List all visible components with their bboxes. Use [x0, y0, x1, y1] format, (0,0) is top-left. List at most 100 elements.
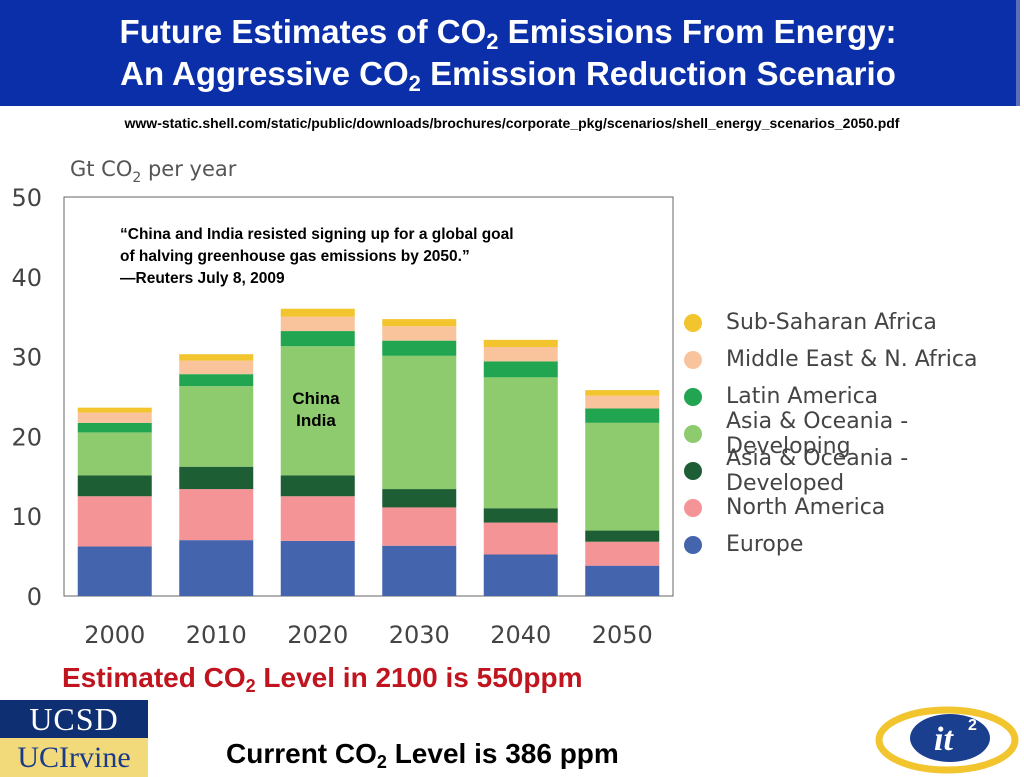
y-tick-label: 0 — [27, 583, 42, 611]
bar-segment — [77, 412, 152, 423]
bar-segment — [585, 408, 660, 423]
bar-segment — [280, 475, 355, 497]
bar-segment — [483, 347, 558, 362]
legend-item: Latin America — [684, 378, 1024, 415]
y-tick-label: 10 — [11, 503, 42, 531]
legend-label: Asia & Oceania - Developed — [726, 445, 909, 496]
estimate-subscript: 2 — [245, 676, 256, 696]
bar-segment — [77, 407, 152, 413]
y-tick-label: 20 — [11, 423, 42, 451]
bar-segment — [77, 422, 152, 433]
current-rest: Level is 386 ppm — [386, 738, 619, 769]
bar-segment — [483, 508, 558, 523]
estimate-text: Estimated CO — [62, 662, 246, 693]
title-line-2-rest: Emission Reduction Scenario — [420, 55, 896, 92]
title-line-1-rest: Emissions From Energy: — [498, 13, 897, 50]
legend-label: Asia & Oceania - Developing — [726, 408, 909, 459]
legend-swatch — [684, 498, 702, 517]
y-tick-label: 40 — [11, 264, 42, 292]
legend-label: Europe — [726, 532, 804, 557]
legend-label: North America — [726, 495, 886, 520]
legend-swatch — [684, 535, 702, 554]
bar-segment — [483, 522, 558, 555]
legend-item: Sub-Saharan Africa — [684, 304, 1024, 341]
bar-segment — [382, 319, 457, 327]
x-tick-label: 2000 — [84, 621, 145, 649]
bar-segment — [483, 339, 558, 348]
bar-segment — [483, 361, 558, 378]
bar-segment — [382, 340, 457, 356]
x-tick-label: 2050 — [592, 621, 653, 649]
source-url: www-static.shell.com/static/public/downl… — [124, 115, 900, 131]
callout-china: China — [292, 389, 340, 408]
slide-title: Future Estimates of CO2 Emissions From E… — [0, 0, 1020, 106]
current-text: Current CO — [226, 738, 377, 769]
estimate-rest: Level in 2100 is 550ppm — [255, 662, 583, 693]
bar-segment — [280, 308, 355, 317]
it2-logo-badge — [910, 714, 990, 762]
bar-segment — [280, 540, 355, 596]
quote-box: “China and India resisted signing up for… — [120, 224, 620, 290]
it2-logo-swoosh — [875, 706, 1019, 774]
quote-line-2: of halving greenhouse gas emissions by 2… — [120, 248, 470, 265]
bar-segment — [585, 422, 660, 531]
bar-segment — [77, 546, 152, 596]
bar-segment — [382, 545, 457, 596]
bar-segment — [77, 475, 152, 497]
chart-legend: Sub-Saharan Africa Middle East & N. Afric… — [684, 304, 1024, 563]
it2-logo-superscript: 2 — [968, 717, 977, 734]
bar-segment — [179, 360, 254, 375]
bar-segment — [382, 326, 457, 341]
bar-segment — [280, 331, 355, 347]
bar-segment — [382, 489, 457, 508]
bar-segment — [280, 316, 355, 332]
bar-segment — [77, 496, 152, 547]
title-line-1-text: Future Estimates of CO — [119, 13, 487, 50]
legend-label: Sub-Saharan Africa — [726, 310, 937, 335]
title-line-1: Future Estimates of CO2 Emissions From E… — [0, 11, 1016, 53]
quote-line-3: —Reuters July 8, 2009 — [120, 270, 285, 287]
legend-swatch — [684, 313, 702, 332]
bar-segment — [585, 390, 660, 396]
estimated-co2-level: Estimated CO2 Level in 2100 is 550ppm — [62, 662, 583, 696]
legend-item: Europe — [684, 526, 1024, 563]
y-tick-label: 50 — [11, 184, 42, 212]
it2-logo: it 2 — [875, 706, 1019, 774]
bar-segment — [179, 374, 254, 387]
bar-segment — [280, 496, 355, 541]
callout-india: India — [296, 411, 336, 430]
china-india-callout: China India — [276, 388, 356, 432]
legend-label: Latin America — [726, 384, 879, 409]
bar-segment — [382, 507, 457, 546]
bar-segment — [179, 386, 254, 467]
bar-segment — [280, 346, 355, 476]
legend-swatch — [684, 424, 702, 443]
quote-line-1: “China and India resisted signing up for… — [120, 226, 514, 243]
x-tick-label: 2040 — [490, 621, 551, 649]
it2-logo-text: it — [934, 721, 954, 758]
plot-frame — [63, 196, 674, 597]
bar-segment — [585, 530, 660, 542]
title-line-2-subscript: 2 — [408, 71, 421, 96]
bar-segment — [585, 565, 660, 596]
y-tick-label: 30 — [11, 344, 42, 372]
bar-segment — [585, 541, 660, 566]
bar-segment — [179, 489, 254, 541]
legend-item: Middle East & N. Africa — [684, 341, 1024, 378]
title-line-1-subscript: 2 — [486, 29, 499, 54]
legend-swatch — [684, 387, 702, 406]
uc-irvine-logo: UCIrvine — [0, 738, 148, 777]
legend-item: Asia & Oceania - Developing — [684, 409, 1024, 459]
legend-item: Asia & Oceania - Developed — [684, 446, 1024, 496]
bar-segment — [179, 354, 254, 361]
x-tick-label: 2020 — [287, 621, 348, 649]
bar-segment — [585, 395, 660, 409]
legend-label: Middle East & N. Africa — [726, 347, 978, 372]
y-axis-label: Gt CO2 per year — [70, 157, 237, 186]
title-line-2-text: An Aggressive CO — [120, 55, 409, 92]
legend-swatch — [684, 461, 702, 480]
bar-segment — [382, 355, 457, 490]
title-line-2: An Aggressive CO2 Emission Reduction Sce… — [0, 53, 1016, 95]
bar-segment — [483, 554, 558, 596]
